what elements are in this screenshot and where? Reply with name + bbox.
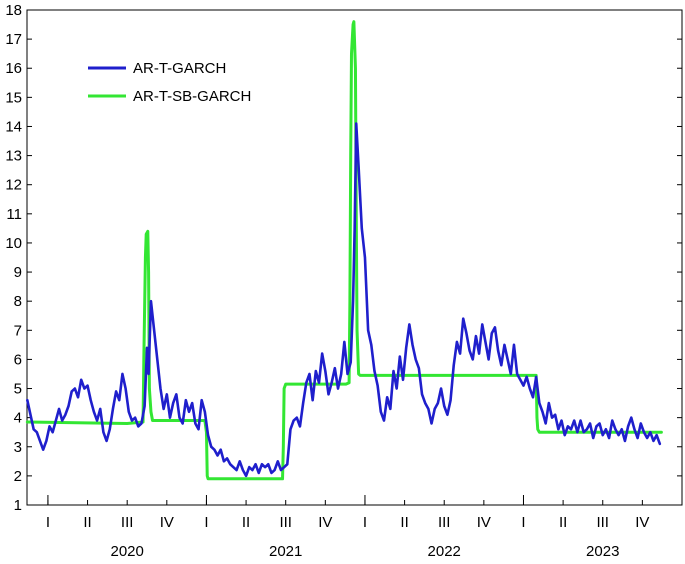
legend: AR-T-GARCH AR-T-SB-GARCH: [88, 60, 251, 105]
series-layer: [25, 20, 663, 481]
x-quarter-label: II: [400, 514, 408, 531]
y-tick-label: 3: [14, 439, 22, 456]
x-quarter-label: IV: [635, 514, 649, 531]
y-tick-label: 14: [5, 118, 22, 135]
y-tick-label: 11: [6, 206, 22, 223]
legend-label: AR-T-GARCH: [133, 60, 226, 77]
y-tick-label: 2: [14, 468, 22, 485]
y-tick-label: 16: [5, 60, 22, 77]
series-line-ar-t-sb-garch: [25, 20, 663, 481]
x-quarter-label: III: [279, 514, 292, 531]
x-year-label: 2020: [110, 543, 143, 559]
x-quarter-label: III: [438, 514, 451, 531]
y-tick-label: 9: [14, 264, 22, 281]
y-tick-label: 17: [5, 31, 22, 48]
y-tick-label: 8: [14, 293, 22, 310]
legend-label: AR-T-SB-GARCH: [133, 88, 251, 105]
x-quarter-label: I: [204, 514, 208, 531]
y-tick-label: 10: [5, 235, 22, 252]
y-tick-label: 13: [5, 148, 22, 165]
x-year-label: 2023: [586, 543, 619, 559]
x-quarter-label: II: [242, 514, 250, 531]
series-line-ar-t-garch: [26, 122, 662, 478]
y-tick-label: 15: [5, 89, 22, 106]
x-quarter-label: IV: [477, 514, 491, 531]
x-quarter-label: II: [559, 514, 567, 531]
y-tick-label: 5: [14, 381, 22, 398]
y-tick-label: 6: [14, 351, 22, 368]
x-quarter-label: I: [363, 514, 367, 531]
y-tick-label: 7: [14, 322, 22, 339]
y-tick-label: 4: [14, 410, 22, 427]
x-year-label: 2021: [269, 543, 302, 559]
y-tick-label: 12: [5, 177, 22, 194]
x-quarter-label: III: [596, 514, 609, 531]
x-quarter-label: IV: [318, 514, 332, 531]
y-tick-label: 18: [5, 2, 22, 19]
x-quarter-label: IV: [160, 514, 174, 531]
x-year-label: 2022: [428, 543, 461, 559]
plot-frame: [26, 9, 683, 506]
x-quarter-label: I: [521, 514, 525, 531]
y-tick-label: 1: [14, 497, 22, 514]
x-quarter-label: III: [121, 514, 134, 531]
x-quarter-label: II: [83, 514, 91, 531]
x-quarter-label: I: [46, 514, 50, 531]
